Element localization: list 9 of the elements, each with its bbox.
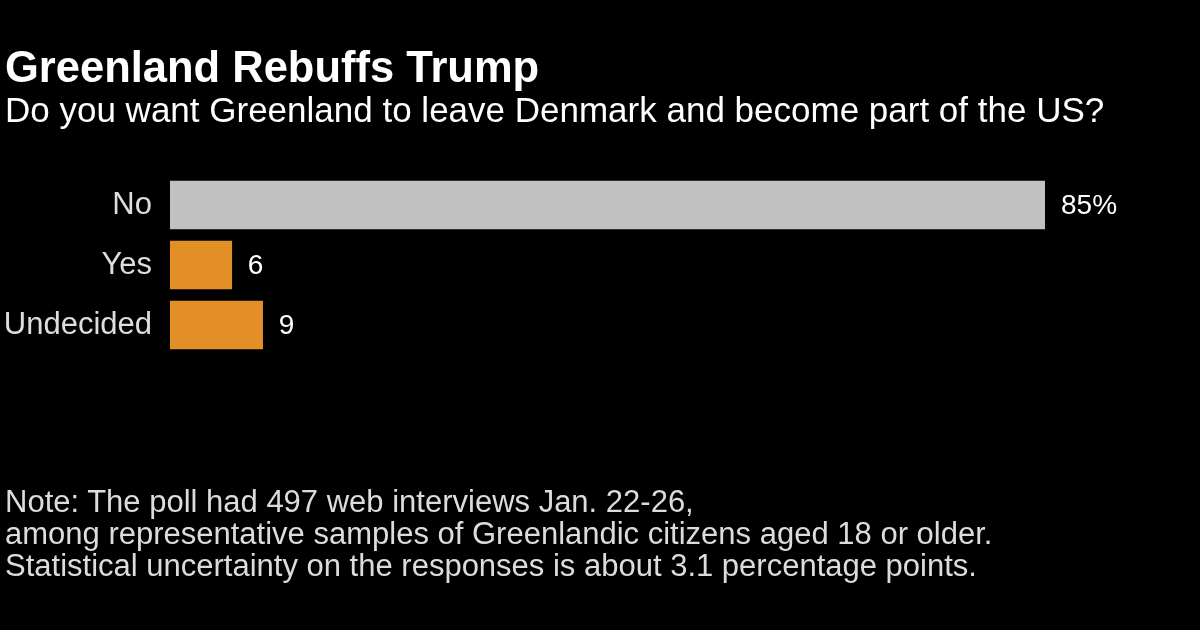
data-label: 9 bbox=[278, 308, 295, 340]
data-label: 85% bbox=[1061, 188, 1118, 220]
y-tick-label: Undecided bbox=[3, 305, 152, 341]
chart-subtitle: Do you want Greenland to leave Denmark and become part of the US? bbox=[5, 90, 1105, 130]
data-label: 6 bbox=[247, 248, 264, 280]
text: Note: The poll had 497 web interviews Jan. 22-26, among representative samples of Greenlandic citizens aged 18 or older. Statistical uncertainty on the responses is about 3.1 percentage points. bbox=[5, 484, 993, 583]
y-tick-label: Yes bbox=[101, 245, 152, 281]
y-tick-label: No bbox=[112, 185, 152, 221]
chart-title: Greenland Rebuffs Trump bbox=[5, 43, 540, 91]
